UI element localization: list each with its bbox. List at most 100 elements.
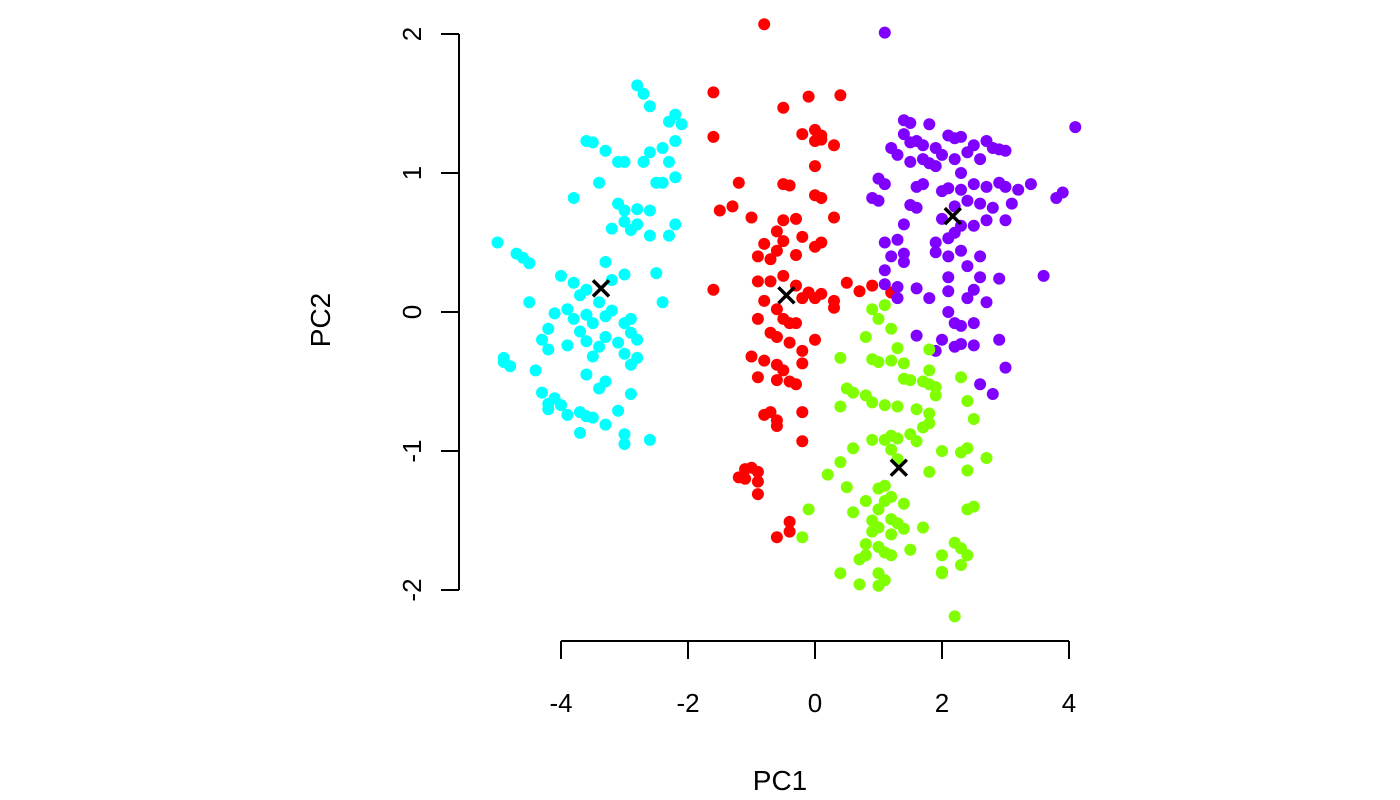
- point-cluster-3-94: [993, 333, 1006, 346]
- point-cluster-4-79: [853, 553, 866, 566]
- point-cluster-3-62: [948, 226, 961, 239]
- x-tick-label-4: 2: [935, 688, 949, 718]
- point-cluster-4-23: [878, 399, 891, 412]
- point-cluster-3-20: [891, 148, 904, 161]
- point-cluster-4-80: [834, 567, 847, 580]
- point-cluster-1-63: [580, 335, 593, 348]
- point-cluster-2-4: [802, 90, 815, 103]
- point-cluster-1-57: [542, 322, 555, 335]
- point-cluster-2-84: [809, 333, 821, 346]
- point-cluster-3-5: [923, 118, 936, 131]
- point-cluster-4-74: [936, 549, 948, 562]
- point-cluster-1-6: [675, 118, 688, 131]
- point-cluster-4-89: [897, 372, 910, 385]
- point-cluster-1-54: [586, 317, 599, 330]
- point-cluster-4-39: [936, 445, 948, 457]
- point-cluster-4-69: [859, 538, 872, 551]
- point-cluster-1-26: [605, 222, 618, 235]
- point-cluster-3-52: [897, 218, 910, 231]
- point-cluster-4-83: [853, 578, 866, 591]
- point-cluster-3-73: [993, 272, 1006, 285]
- point-cluster-3-1: [878, 26, 891, 39]
- point-cluster-3-67: [955, 244, 967, 257]
- point-cluster-4-47: [961, 464, 974, 477]
- point-cluster-3-31: [917, 178, 929, 191]
- point-cluster-3-87: [967, 317, 980, 330]
- point-cluster-4-86: [936, 565, 948, 578]
- point-cluster-1-38: [618, 268, 631, 281]
- point-cluster-4-25: [910, 403, 923, 416]
- point-cluster-1-33: [491, 236, 504, 249]
- point-cluster-3-84: [942, 306, 955, 318]
- point-cluster-4-72: [885, 549, 898, 562]
- point-cluster-4-27: [961, 395, 974, 407]
- point-cluster-1-7: [669, 135, 682, 147]
- point-cluster-3-64: [897, 247, 910, 260]
- point-cluster-3-99: [955, 167, 967, 179]
- y-ticks: -2 -1 0 1 2: [397, 27, 459, 602]
- point-cluster-1-70: [586, 350, 599, 363]
- point-cluster-4-4: [885, 322, 898, 335]
- point-cluster-3-100: [929, 160, 942, 173]
- point-cluster-1-25: [669, 171, 682, 184]
- point-cluster-4-8: [834, 351, 847, 364]
- point-cluster-3-4: [904, 117, 917, 129]
- point-cluster-1-42: [567, 276, 580, 289]
- centroid-marker-4: [889, 458, 909, 477]
- point-cluster-4-88: [948, 610, 961, 623]
- point-cluster-1-62: [631, 333, 644, 346]
- point-cluster-1-8: [663, 115, 675, 128]
- point-cluster-1-89: [618, 428, 631, 441]
- point-cluster-1-76: [580, 368, 593, 381]
- point-cluster-3-57: [999, 214, 1012, 227]
- point-cluster-1-65: [536, 333, 548, 346]
- point-cluster-2-66: [770, 374, 783, 387]
- centroid-marker-1: [591, 279, 611, 298]
- point-cluster-2-37: [777, 269, 790, 282]
- point-cluster-4-12: [897, 357, 910, 370]
- point-cluster-1-75: [529, 364, 542, 377]
- point-cluster-3-46: [961, 194, 974, 207]
- point-cluster-1-31: [669, 218, 682, 231]
- point-cluster-3-26: [961, 146, 974, 159]
- point-cluster-3-33: [942, 182, 955, 195]
- point-cluster-3-74: [1037, 269, 1050, 282]
- point-cluster-3-98: [974, 250, 987, 263]
- point-cluster-2-23: [790, 212, 802, 225]
- point-cluster-3-51: [1056, 186, 1069, 199]
- point-cluster-2-35: [751, 275, 764, 288]
- point-cluster-1-30: [663, 229, 675, 242]
- point-cluster-2-61: [745, 350, 758, 363]
- point-cluster-2-71: [796, 406, 809, 419]
- point-cluster-4-57: [802, 503, 815, 516]
- point-cluster-1-45: [574, 289, 586, 302]
- point-cluster-1-68: [618, 347, 631, 360]
- point-cluster-3-97: [999, 361, 1012, 374]
- point-cluster-1-32: [618, 215, 631, 228]
- point-cluster-2-64: [777, 364, 790, 377]
- point-cluster-2-59: [796, 357, 809, 370]
- point-cluster-2-11: [815, 133, 828, 146]
- point-cluster-1-14: [643, 146, 656, 159]
- point-cluster-2-60: [758, 354, 771, 367]
- point-cluster-3-95: [974, 378, 987, 391]
- point-cluster-4-87: [955, 559, 967, 571]
- point-cluster-2-16: [777, 178, 790, 191]
- point-cluster-3-82: [961, 292, 974, 305]
- point-cluster-3-93: [967, 339, 980, 352]
- x-tick-label-5: 4: [1062, 688, 1076, 718]
- point-cluster-3-24: [936, 148, 948, 161]
- point-cluster-3-63: [885, 250, 898, 263]
- point-cluster-1-79: [536, 386, 548, 399]
- point-cluster-1-64: [561, 339, 574, 352]
- point-cluster-1-87: [599, 418, 612, 431]
- point-cluster-2-33: [770, 244, 783, 257]
- point-cluster-2-24: [828, 211, 840, 224]
- point-cluster-2-78: [751, 475, 764, 488]
- point-cluster-3-40: [1024, 178, 1037, 191]
- point-cluster-2-3: [777, 101, 790, 114]
- point-cluster-2-57: [783, 336, 796, 349]
- point-cluster-4-73: [904, 543, 917, 556]
- centroid-marker-2: [777, 286, 796, 305]
- point-cluster-4-66: [866, 525, 879, 538]
